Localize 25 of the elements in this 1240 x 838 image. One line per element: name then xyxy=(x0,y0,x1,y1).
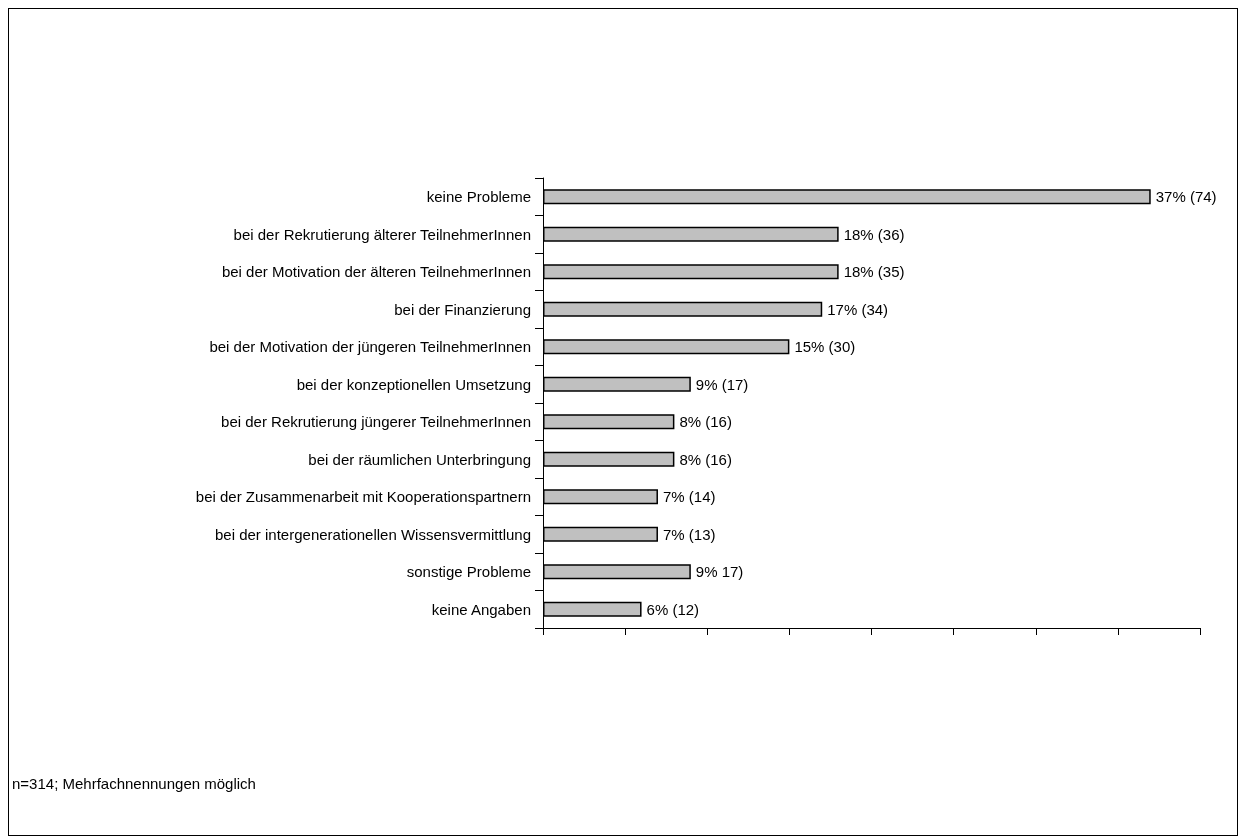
data-label: 9% 17) xyxy=(695,563,744,581)
data-label: 7% (14) xyxy=(662,488,716,506)
y-tick-label: bei der räumlichen Unterbringung xyxy=(308,450,531,468)
data-label: 37% (74) xyxy=(1155,188,1217,206)
y-tick-label: bei der konzeptionellen Umsetzung xyxy=(296,375,531,393)
y-tick-label: bei der Rekrutierung jüngerer TeilnehmerInnen xyxy=(221,413,531,431)
y-tick-label: bei der intergenerationellen Wissensvermittlung xyxy=(215,525,531,543)
y-tick-label: keine Angaben xyxy=(431,600,531,618)
data-label: 15% (30) xyxy=(794,338,856,356)
y-tick-label: sonstige Probleme xyxy=(406,563,531,581)
y-tick-label: bei der Motivation der jüngeren TeilnehmerInnen xyxy=(209,338,531,356)
y-tick-label: bei der Zusammenarbeit mit Kooperationspartnern xyxy=(195,488,531,506)
data-label: 18% (36) xyxy=(843,225,905,243)
y-tick-label: bei der Finanzierung xyxy=(394,300,531,318)
data-label: 17% (34) xyxy=(827,300,889,318)
data-label: 8% (16) xyxy=(679,450,732,468)
data-label: 8% (16) xyxy=(679,413,732,431)
data-label: 9% (17) xyxy=(695,375,749,393)
y-tick-label: bei der Rekrutierung älterer TeilnehmerInnen xyxy=(233,225,531,243)
text: n=314; Mehrfachnennungen möglich xyxy=(12,775,256,792)
data-label: 6% (12) xyxy=(646,600,700,618)
y-tick-label: keine Probleme xyxy=(426,188,531,206)
data-label: 7% (13) xyxy=(662,525,716,543)
y-tick-label: bei der Motivation der älteren TeilnehmerInnen xyxy=(221,263,531,281)
data-label: 18% (35) xyxy=(843,263,905,281)
